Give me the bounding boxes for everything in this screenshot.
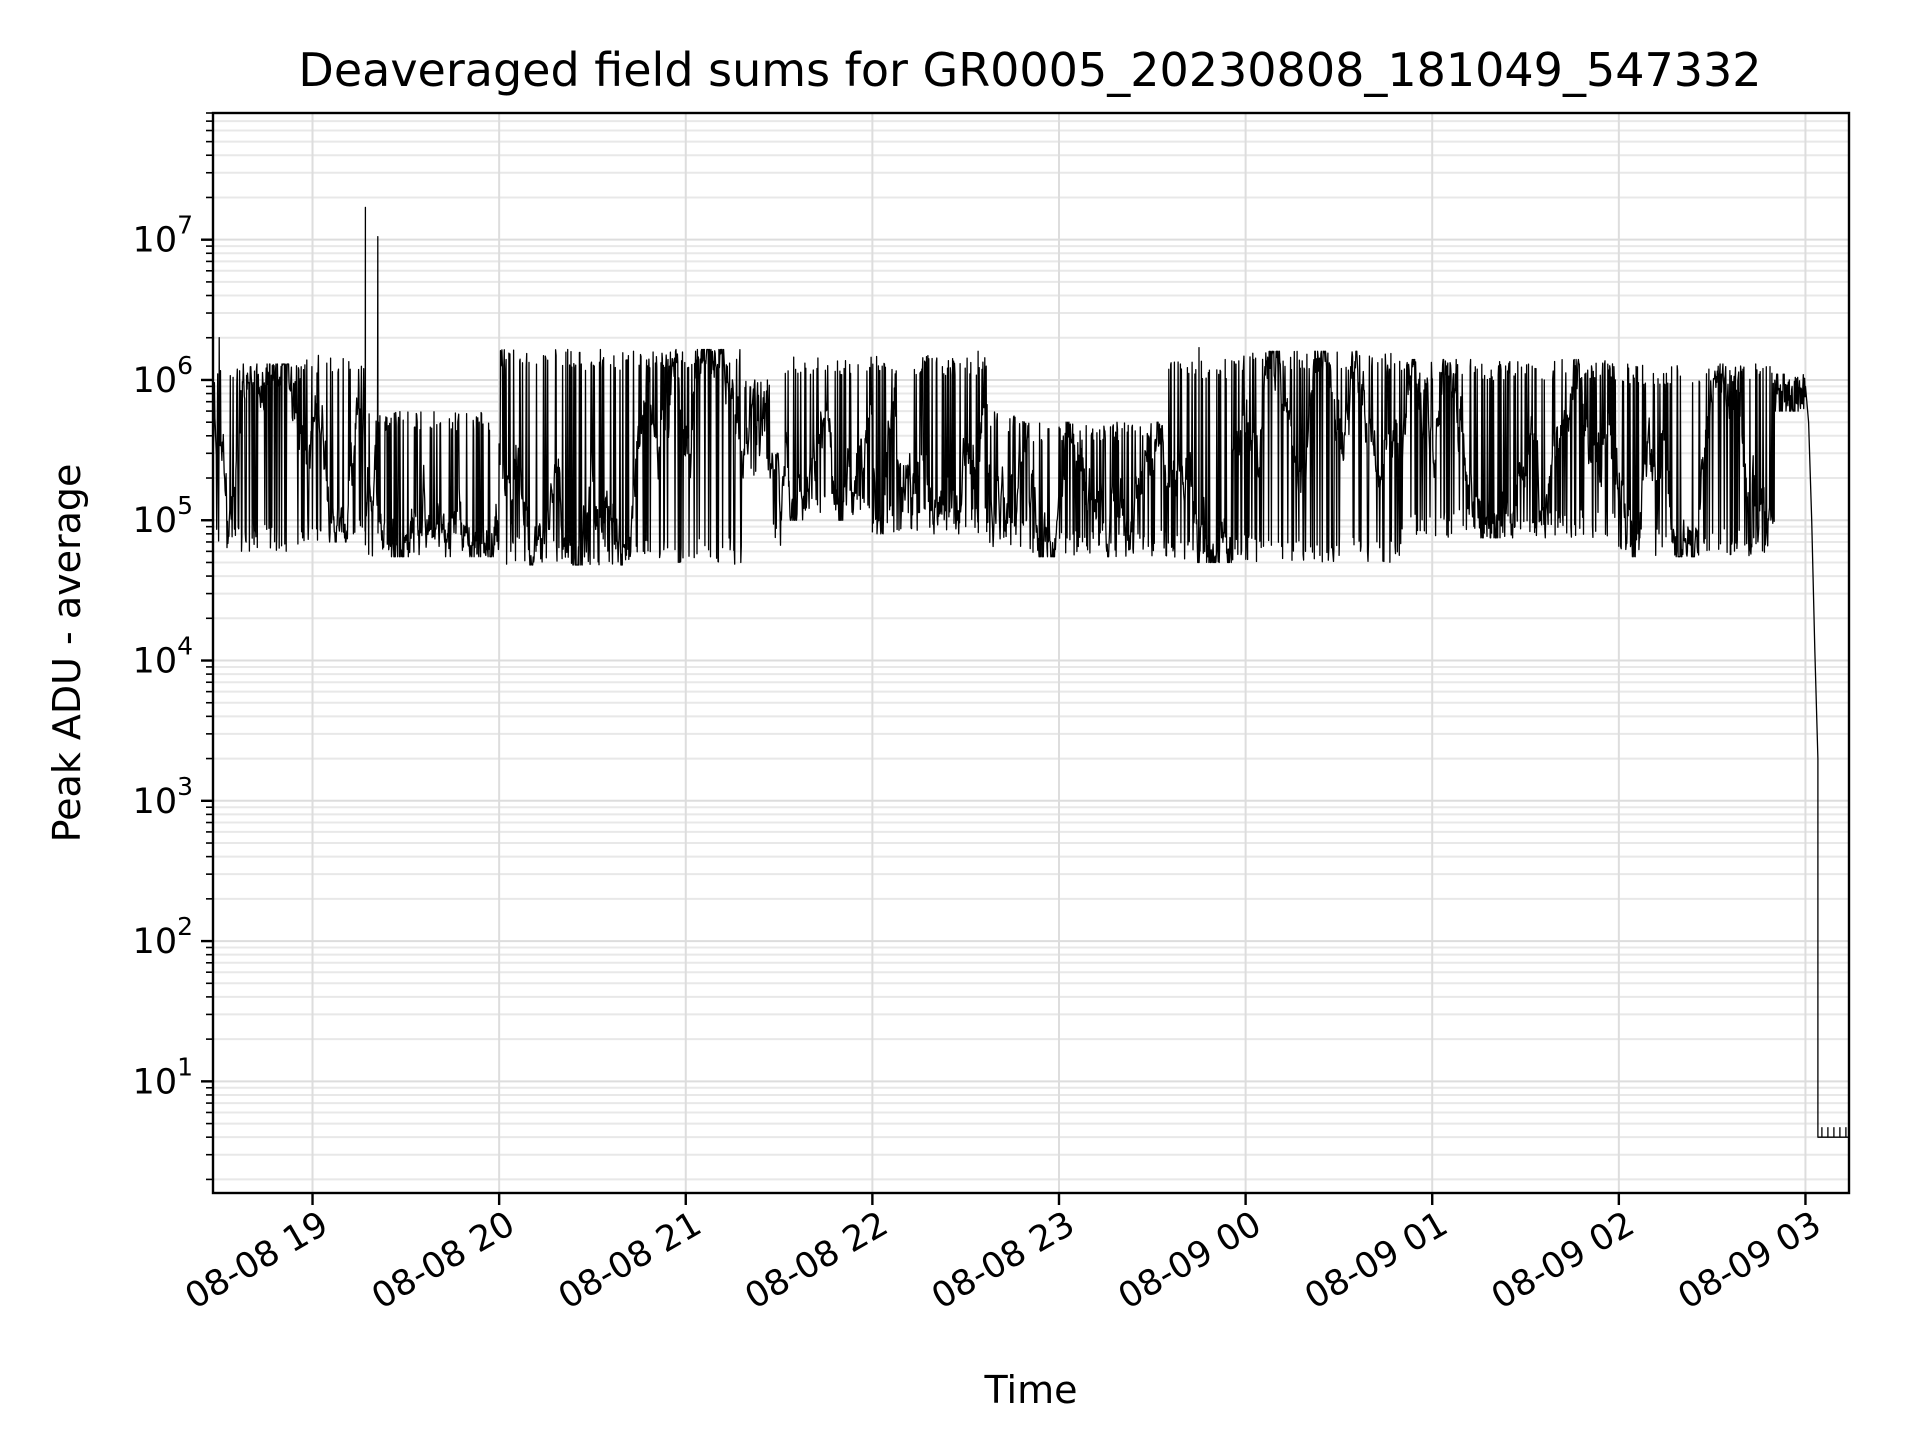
grid <box>213 112 1849 1193</box>
x-tick-label: 08-08 22 <box>739 1204 895 1317</box>
y-tick-base: 10 <box>133 361 178 401</box>
y-tick-exponent: 7 <box>177 211 193 240</box>
y-tick-label: 101 <box>133 1052 193 1102</box>
y-tick-base: 10 <box>133 221 178 261</box>
x-tick-label: 08-09 00 <box>1112 1204 1268 1317</box>
x-axis-label: Time <box>984 1368 1078 1412</box>
series <box>212 206 1849 1138</box>
y-tick-label: 107 <box>133 211 193 261</box>
series-line <box>212 206 1849 1138</box>
y-tick-label: 103 <box>133 772 193 822</box>
plot-frame <box>211 111 1851 1195</box>
x-tick-label: 08-08 23 <box>925 1204 1081 1317</box>
y-tick-base: 10 <box>133 501 178 541</box>
y-tick-exponent: 2 <box>177 912 193 941</box>
y-tick-exponent: 6 <box>177 351 193 380</box>
x-tick-label: 08-09 02 <box>1485 1204 1641 1317</box>
y-tick-label: 104 <box>133 632 193 682</box>
y-tick-exponent: 1 <box>177 1052 193 1081</box>
y-axis-label: Peak ADU - average <box>45 464 89 843</box>
y-tick-exponent: 5 <box>177 491 193 520</box>
x-tick-label: 08-08 20 <box>365 1204 521 1317</box>
x-tick-label: 08-09 03 <box>1672 1204 1828 1317</box>
y-tick-base: 10 <box>133 642 178 682</box>
y-tick-label: 102 <box>133 912 193 962</box>
y-tick-label: 106 <box>133 351 193 401</box>
y-tick-exponent: 3 <box>177 772 193 801</box>
y-tick-base: 10 <box>133 922 178 962</box>
x-tick-label: 08-08 21 <box>552 1204 708 1317</box>
y-tick-label: 105 <box>133 491 193 541</box>
chart-title: Deaveraged field sums for GR0005_2023080… <box>298 43 1761 97</box>
x-tick-label: 08-08 19 <box>179 1204 335 1317</box>
y-tick-exponent: 4 <box>177 632 193 661</box>
x-axis: 08-08 19 08-08 20 08-08 21 08-08 22 08-08 23… <box>179 1193 1828 1317</box>
x-tick-label: 08-09 01 <box>1298 1204 1454 1317</box>
y-tick-base: 10 <box>133 1062 178 1102</box>
y-tick-base: 10 <box>133 782 178 822</box>
